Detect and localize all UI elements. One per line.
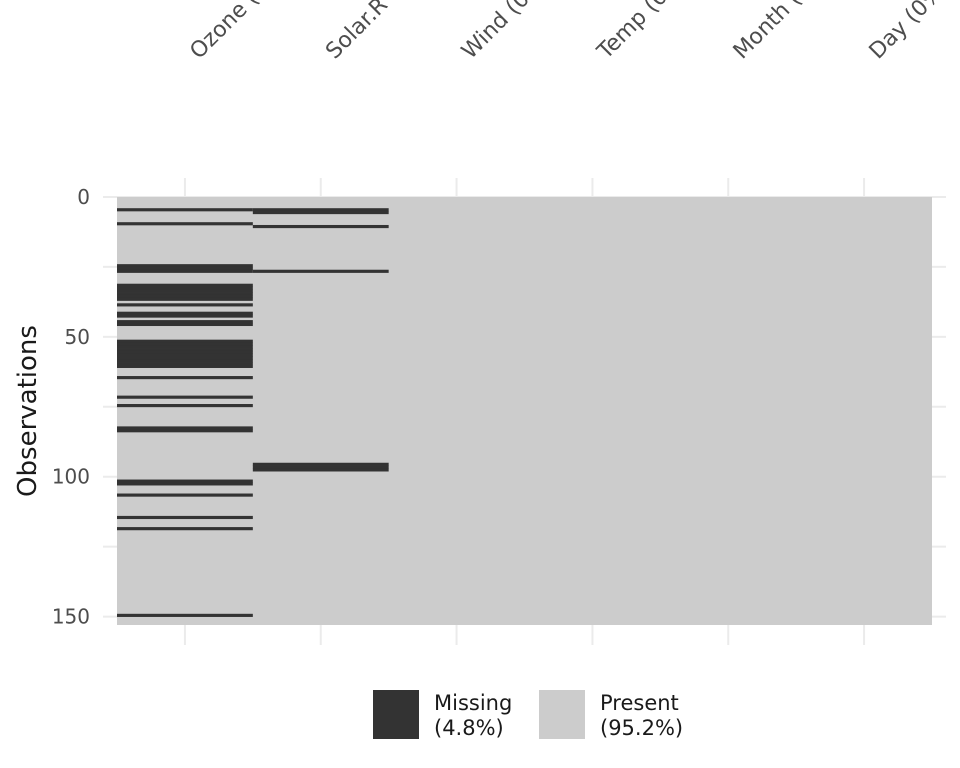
missing-cell [117, 303, 253, 307]
missing-cell [117, 286, 253, 290]
missing-cell [252, 462, 389, 466]
y-tick-label: 50 [65, 325, 90, 349]
missing-cell [252, 269, 389, 273]
missing-cell [117, 515, 253, 520]
missing-cell [117, 297, 253, 301]
legend-percent: (95.2%) [600, 716, 683, 740]
legend-swatch [539, 690, 585, 739]
missing-cell [252, 208, 389, 212]
missing-cell [117, 376, 253, 380]
present-cells [117, 197, 932, 625]
missing-cell [252, 465, 389, 469]
y-tick-label: 150 [52, 605, 90, 629]
missing-cell [117, 208, 253, 212]
missing-cell [117, 320, 253, 324]
missing-cell [117, 264, 253, 268]
legend-label: Missing [434, 691, 512, 715]
missing-cell [117, 269, 253, 273]
missing-cell [117, 395, 253, 399]
y-axis: 0 50 100 150 [52, 185, 90, 629]
missing-cell [117, 429, 253, 433]
missing-cell [117, 294, 253, 299]
legend-percent: (4.8%) [434, 716, 504, 740]
missing-cell [117, 342, 253, 346]
missing-cell [117, 613, 253, 617]
missing-cell [117, 289, 253, 293]
column-label: Month (0%) [729, 0, 837, 64]
legend: Missing(4.8%) Present(95.2%) [373, 690, 683, 740]
missing-cell [117, 356, 253, 360]
legend-swatch [373, 690, 419, 739]
missing-cell [117, 353, 253, 357]
y-axis-title: Observations [13, 325, 43, 497]
column-labels: Ozone (24%) Solar.R (5%) Wind (0%) Temp (0%… [185, 0, 954, 65]
missing-cell [117, 482, 253, 486]
y-tick-label: 0 [77, 185, 90, 209]
missing-cell [117, 362, 253, 366]
plot-area [117, 197, 932, 625]
missing-cell [252, 224, 389, 229]
column-label: Day (0%) [865, 0, 955, 64]
missing-cell [117, 339, 253, 343]
missing-cell [117, 283, 253, 287]
missing-cell [117, 426, 253, 430]
missing-cell [117, 348, 253, 352]
missing-cell [117, 364, 253, 368]
column-label: Ozone (24%) [185, 0, 304, 64]
column-label: Solar.R (5%) [321, 0, 434, 64]
missing-cell [117, 527, 253, 531]
legend-item: Present(95.2%) [539, 690, 683, 740]
legend-item: Missing(4.8%) [373, 690, 512, 740]
missing-cell [117, 479, 253, 483]
missing-cell [117, 322, 253, 327]
missing-cell [117, 350, 253, 355]
missing-cell [252, 210, 389, 215]
missing-cell [117, 493, 253, 497]
missing-cell [117, 404, 253, 408]
missing-cell [117, 266, 253, 271]
missing-cell [117, 222, 253, 226]
column-label: Temp (0%) [592, 0, 694, 65]
legend-label: Present [600, 691, 679, 715]
missing-cell [117, 311, 253, 315]
column-label: Wind (0%) [457, 0, 556, 64]
missing-cell [117, 314, 253, 318]
missing-cell [117, 359, 253, 363]
missing-cell [117, 292, 253, 296]
y-tick-label: 100 [52, 465, 90, 489]
missing-cell [252, 468, 389, 472]
missing-cell [117, 345, 253, 349]
